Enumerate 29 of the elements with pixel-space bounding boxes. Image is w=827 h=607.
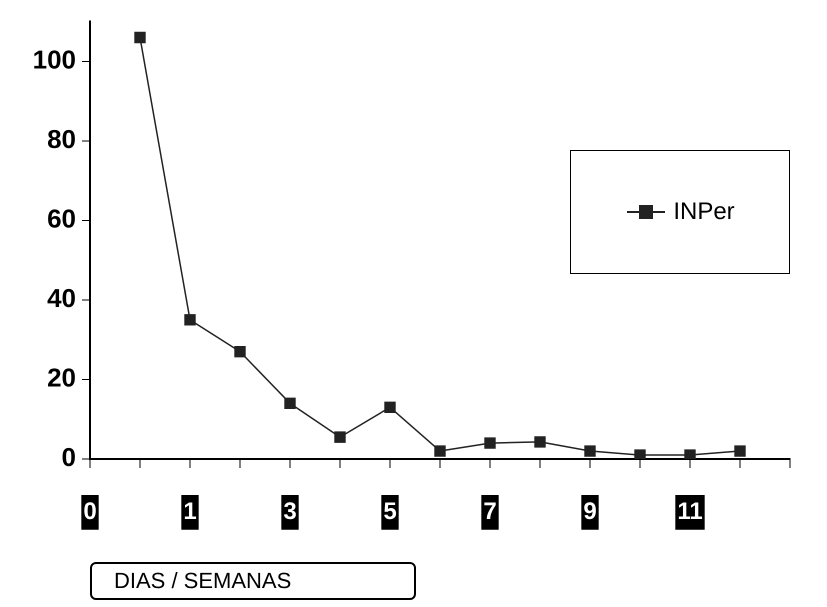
point	[684, 449, 696, 459]
point	[584, 445, 596, 457]
point	[184, 314, 196, 326]
x-tick-label: 7	[483, 498, 497, 526]
point	[384, 402, 396, 414]
y-tick-label: 100	[32, 44, 76, 75]
point	[534, 436, 546, 448]
point	[234, 346, 246, 358]
point	[284, 398, 296, 410]
legend-box: INPer	[570, 150, 790, 274]
point	[434, 445, 446, 457]
point	[484, 437, 496, 449]
x-tick-label: 9	[583, 498, 597, 526]
y-tick-label: 80	[47, 124, 76, 154]
x-tick-label: 11	[677, 498, 703, 526]
point	[634, 449, 646, 459]
point	[734, 445, 746, 457]
point	[334, 431, 346, 443]
y-tick-label: 60	[47, 204, 76, 234]
x-tick-label: 0	[83, 498, 97, 526]
x-tick-label: 1	[183, 498, 197, 526]
x-axis-title: DIAS / SEMANAS	[90, 562, 416, 600]
point	[134, 32, 146, 44]
y-tick-label: 0	[62, 442, 76, 472]
legend-label: INPer	[673, 198, 735, 226]
y-tick-label: 40	[47, 283, 76, 314]
x-tick-label: 3	[283, 498, 297, 526]
y-tick-label: 20	[47, 362, 76, 393]
x-tick-label: 5	[383, 498, 397, 526]
